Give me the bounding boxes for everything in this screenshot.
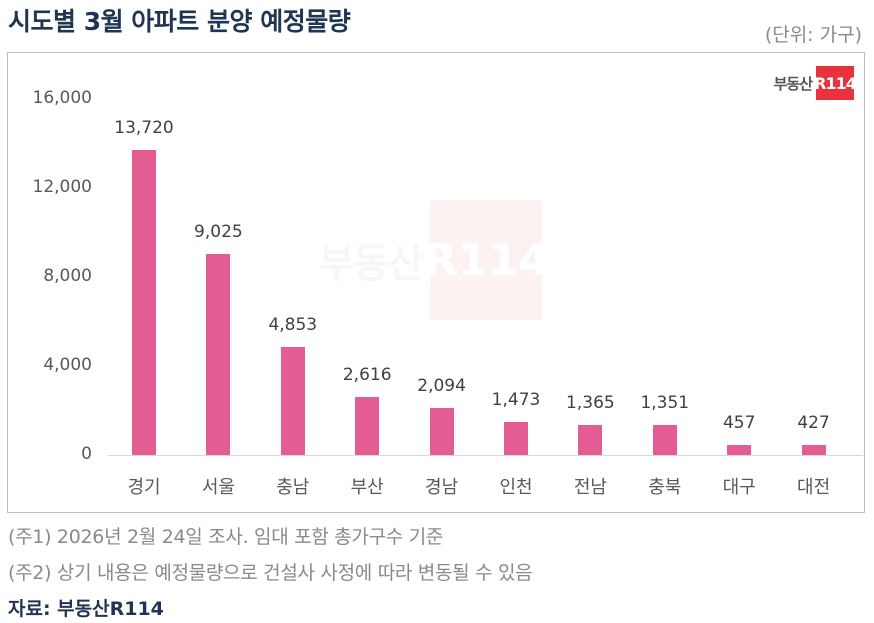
bar-서울 [206,254,231,455]
bar-value-label: 4,853 [268,315,318,336]
bar-충남 [280,347,305,455]
x-category-label: 경기 [127,477,161,498]
x-category-label: 경남 [425,477,459,498]
brand-logo: 부동산 R114 [773,66,857,100]
y-tick-label: 4,000 [43,355,92,375]
bar-충북 [652,424,677,455]
bar-value-label: 13,720 [114,117,174,138]
x-category-label: 대전 [797,477,831,498]
bar-인천 [504,422,528,455]
y-tick-label: 8,000 [43,266,92,286]
x-category-label: 대구 [722,477,756,498]
bar-value-label: 1,365 [566,392,615,413]
x-category-label: 인천 [499,477,533,498]
x-category-label: 충남 [276,477,310,498]
chart-frame: 부동산 R114 부동산 R114 0 4,000 8,000 12,000 16,00… [7,52,865,513]
y-tick-label: 0 [81,444,92,464]
bar-value-label: 1,473 [491,390,541,411]
bar-value-label: 2,094 [417,376,466,397]
x-category-label: 전남 [573,477,607,498]
bar-경기 [132,149,156,455]
bar-value-label: 9,025 [194,222,243,243]
x-category-label: 부산 [350,477,384,498]
chart-title: 시도별 3월 아파트 분양 예정물량 [8,7,351,36]
bar-경남 [429,408,454,455]
footnote-1: (주1) 2026년 2월 24일 조사. 임대 포함 총가구수 기준 [8,526,444,548]
bar-부산 [355,396,380,455]
footnote-2: (주2) 상기 내용은 예정물량으로 건설사 사정에 따라 변동될 수 있음 [8,562,533,584]
bar-value-label: 2,616 [342,364,392,385]
bar-대전 [801,445,826,455]
bar-value-label: 427 [797,413,830,434]
y-tick-label: 12,000 [32,177,92,197]
bar-대구 [727,444,752,455]
logo-text: 부동산 [773,74,813,93]
y-tick-label: 16,000 [32,88,92,108]
bar-전남 [578,424,603,455]
x-category-label: 서울 [201,477,235,498]
logo-badge-icon: R114 [814,66,857,100]
unit-label: (단위: 가구) [764,24,862,46]
x-category-label: 충북 [648,477,682,498]
plot-area: 0 4,000 8,000 12,000 16,000 13,720 경기 9,025 서울 4,… [8,53,864,512]
x-axis-line [108,455,863,456]
bar-value-label: 457 [722,412,756,433]
bar-value-label: 1,351 [640,392,690,413]
data-source: 자료: 부동산R114 [8,598,164,620]
